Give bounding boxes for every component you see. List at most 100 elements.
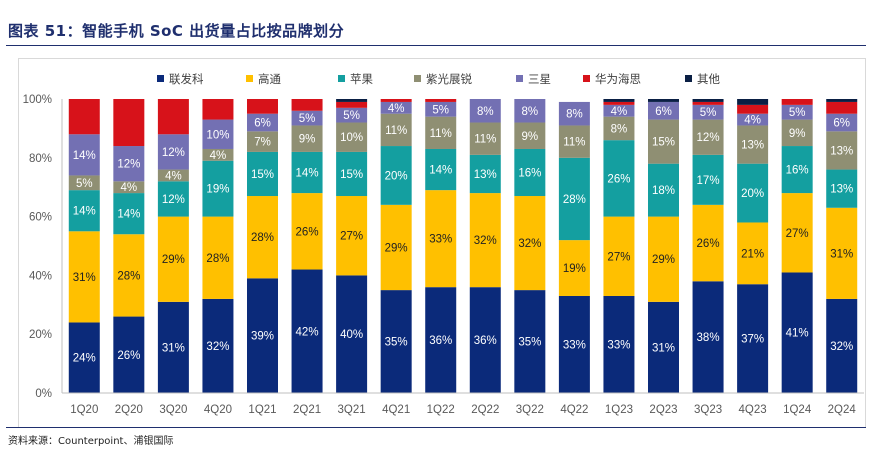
bar-segment	[68, 175, 100, 191]
bar-segment	[781, 146, 813, 194]
bar-segment	[380, 290, 412, 393]
data-label: 13%	[474, 169, 497, 181]
bar-segment	[247, 99, 278, 114]
legend-label: 联发科	[169, 72, 204, 86]
data-label: 5%	[700, 107, 717, 119]
bar-segment	[826, 99, 858, 102]
bar-segment	[113, 193, 145, 235]
data-label: 17%	[697, 175, 720, 187]
bar-segment	[202, 160, 234, 217]
bar-segment	[469, 99, 501, 123]
bar-segment	[692, 119, 724, 155]
data-label: 6%	[655, 106, 672, 118]
bar-segment	[380, 101, 412, 114]
bar-segment	[514, 290, 546, 393]
data-label: 14%	[73, 206, 96, 218]
data-label: 10%	[206, 129, 229, 141]
bar-segment	[648, 301, 679, 393]
bar-segment	[68, 322, 100, 393]
chart-legend: 联发科 高通 苹果 紫光展锐 三星 华为海思 其他	[157, 72, 720, 86]
bar-segment	[68, 134, 100, 176]
data-label: 33%	[563, 339, 586, 351]
data-label: 7%	[254, 137, 271, 149]
data-label: 32%	[830, 341, 853, 353]
bar-segment	[157, 216, 189, 302]
data-label: 21%	[741, 248, 764, 260]
x-tick-label: 2Q23	[649, 404, 677, 416]
legend-label: 其他	[697, 73, 720, 86]
bar-segment	[380, 146, 412, 205]
legend-swatch	[583, 75, 590, 82]
bar-segment	[603, 140, 635, 217]
bar-segment	[603, 295, 635, 393]
bar-segment	[737, 222, 769, 285]
data-label: 29%	[385, 242, 408, 254]
x-tick-label: 2Q24	[828, 404, 857, 416]
y-axis: 0% 20% 40% 60% 80% 100%	[23, 94, 63, 400]
data-label: 4%	[744, 115, 761, 127]
bar-segment	[514, 99, 546, 123]
data-label: 11%	[385, 125, 407, 137]
bar-segment	[380, 99, 412, 102]
bar-segment	[692, 281, 724, 393]
data-label: 28%	[117, 270, 140, 282]
data-label: 8%	[522, 106, 539, 118]
bar-segment	[692, 101, 724, 105]
bar-segment	[781, 119, 813, 147]
data-label: 5%	[76, 178, 93, 190]
bar-segment	[692, 154, 724, 205]
data-label: 36%	[429, 335, 452, 347]
data-label: 4%	[611, 106, 628, 118]
data-label: 27%	[607, 251, 630, 263]
bar-segment	[247, 131, 278, 152]
data-label: 12%	[697, 132, 720, 144]
data-label: 26%	[117, 350, 140, 362]
figure-title: 图表 51：智能手机 SoC 出货量占比按品牌划分	[8, 22, 345, 40]
data-label: 12%	[162, 194, 185, 206]
data-label: 37%	[741, 334, 764, 346]
data-label: 28%	[206, 253, 229, 265]
legend-label: 高通	[258, 72, 281, 86]
data-label: 32%	[474, 235, 497, 247]
bar-segment	[291, 99, 323, 111]
x-tick-label: 2Q21	[293, 404, 321, 416]
bar-segment	[558, 157, 590, 241]
bar-segment	[826, 101, 858, 114]
data-label: 4%	[388, 103, 405, 115]
data-label: 8%	[566, 109, 583, 121]
x-tick-label: 3Q20	[159, 404, 187, 416]
bar-segment	[336, 99, 368, 102]
legend-label: 三星	[528, 73, 551, 86]
bar-segment	[603, 99, 635, 102]
bars: 24% 31% 14% 5% 14% 26% 28% 14% 4% 12% 31% 29% 12% 4% 1…	[68, 99, 858, 393]
data-label: 26%	[607, 173, 630, 185]
data-label: 32%	[206, 341, 229, 353]
bar-segment	[202, 216, 234, 299]
data-label: 24%	[73, 353, 96, 365]
bar-segment	[113, 316, 145, 393]
bar-segment	[737, 284, 769, 393]
data-label: 28%	[563, 194, 586, 206]
y-tick-label: 40%	[29, 270, 52, 282]
x-axis: 1Q20 2Q20 3Q20 4Q20 1Q21 2Q21 3Q21 4Q21 1Q22 2Q22…	[62, 392, 864, 416]
bar-segment	[558, 295, 590, 393]
x-tick-label: 1Q22	[427, 404, 455, 416]
source-rule	[6, 427, 866, 428]
data-label: 14%	[429, 165, 452, 177]
bar-segment	[469, 193, 501, 288]
bar-segment	[113, 99, 145, 147]
data-label: 31%	[830, 248, 853, 260]
y-tick-label: 80%	[29, 153, 52, 165]
legend-label: 华为海思	[595, 72, 641, 86]
bar-segment	[291, 151, 323, 194]
bar-segment	[291, 269, 323, 393]
bar-segment	[648, 99, 679, 102]
bar-segment	[336, 107, 368, 123]
data-label: 11%	[474, 134, 496, 146]
bar-segment	[291, 110, 323, 126]
data-label: 14%	[73, 150, 96, 162]
bar-segment	[469, 122, 501, 155]
data-label: 9%	[789, 128, 806, 140]
bar-segment	[781, 104, 813, 120]
bar-segment	[737, 163, 769, 223]
